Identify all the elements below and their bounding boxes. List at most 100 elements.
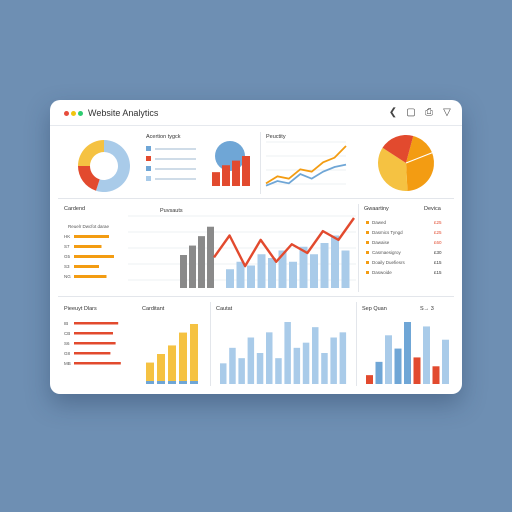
row-bar [74, 322, 119, 325]
share-icon[interactable]: ⎙ [425, 107, 433, 118]
metrics-panel-title: Gwaartiny [364, 206, 389, 212]
column-bar [179, 332, 187, 384]
metric-label: Casmaesigroy [372, 250, 401, 255]
donut-slice [95, 140, 130, 192]
row-bar [74, 362, 121, 365]
main-combo-chart[interactable] [128, 215, 356, 290]
mixed-bar [385, 335, 392, 384]
ranking-panel: Cardend Reuelr Dwcfot darae HK S7 G5 S3 NG [64, 206, 124, 286]
metric-label: Daswoide [372, 270, 392, 275]
pie-slice [406, 135, 434, 191]
column-bar [157, 354, 165, 384]
copy-icon[interactable]: ▢ [406, 107, 416, 118]
pie-chart[interactable] [368, 134, 444, 192]
main-chart-label: Puvsauts [160, 208, 183, 214]
row-bar [74, 342, 116, 345]
column-bar [146, 362, 154, 384]
column-bar [168, 345, 176, 384]
metric-swatch [366, 231, 369, 234]
blue-bar [339, 332, 347, 384]
metric-value: £30 [434, 250, 442, 255]
mixed-bar [375, 361, 383, 384]
metric-label: Dawed [372, 220, 387, 225]
metric-swatch [366, 261, 369, 264]
column-base [179, 381, 187, 384]
blue-bar [289, 261, 297, 288]
legend-swatch [146, 146, 151, 151]
column-chart[interactable] [142, 314, 206, 386]
blue-bar [293, 347, 301, 384]
trend-line [213, 217, 355, 268]
row-bar [74, 265, 99, 268]
row-label: IB [64, 321, 68, 326]
row-label: NG [64, 274, 71, 279]
row-divider [58, 296, 454, 297]
gray-bar [198, 236, 205, 288]
metric-value: £60 [434, 240, 442, 245]
series-line [265, 145, 347, 185]
legend-panel: Acertion tygck [146, 134, 202, 190]
line-panel-title: Peuctity [266, 134, 286, 140]
blue-bar [320, 243, 329, 288]
blue-bar [257, 254, 266, 288]
back-icon[interactable]: ❮ [388, 107, 398, 118]
blue-bar [284, 322, 291, 384]
bar-list[interactable]: IB CB S6 G8 MB [64, 318, 134, 384]
legend-swatch [146, 156, 151, 161]
close-dot[interactable] [64, 111, 69, 116]
bar-list-title: Pieeuyt Dlars [64, 306, 97, 312]
ranking-panel-subtitle: Reuelr Dwcfot darae [68, 224, 110, 229]
column-base [146, 381, 154, 384]
metric-swatch [366, 271, 369, 274]
bar-list-panel: Pieeuyt Dlars IB CB S6 G8 MB [64, 306, 134, 386]
row-label: G8 [64, 351, 71, 356]
combo-chart[interactable] [206, 138, 256, 188]
column-divider [260, 132, 261, 194]
mixed-bars-value: S→ 3 [420, 306, 434, 312]
legend-list [146, 146, 196, 181]
blue-bar [330, 337, 337, 384]
combo-bar [242, 156, 250, 186]
line-chart[interactable] [265, 141, 348, 194]
series-line [265, 163, 347, 187]
blue-bar [275, 358, 282, 384]
row-bar [74, 332, 113, 335]
window-title: Website Analytics [88, 108, 159, 118]
legend-swatch [146, 176, 151, 181]
blue-bar [302, 342, 310, 384]
mixed-bar [366, 375, 373, 384]
minimize-dot[interactable] [71, 111, 76, 116]
gray-bar [180, 255, 187, 288]
row-label: G5 [64, 254, 71, 259]
mixed-bars-title: Sep Quan [362, 306, 387, 312]
combo-bar [222, 165, 230, 186]
row-label: S7 [64, 244, 70, 249]
mixed-bar [413, 357, 421, 384]
blue-bar [220, 363, 227, 384]
column-divider [356, 302, 357, 386]
mixed-bar-chart[interactable] [362, 314, 454, 386]
blue-bar [268, 258, 276, 288]
blue-bar [278, 250, 287, 288]
filter-icon[interactable]: ▽ [443, 107, 451, 118]
combo-bar [212, 172, 220, 186]
blue-bar [229, 347, 236, 384]
metric-value: £15 [434, 260, 442, 265]
row-bar [74, 255, 114, 258]
blue-bar [236, 261, 245, 288]
column-panel: Carditant [142, 306, 206, 386]
maximize-dot[interactable] [78, 111, 83, 116]
row-divider [58, 198, 454, 199]
column-bar [190, 324, 198, 384]
blue-bar-chart[interactable] [216, 314, 352, 386]
blue-bar [266, 332, 273, 384]
row-label: S3 [64, 264, 70, 269]
row-bar [74, 275, 107, 278]
row-bar [74, 352, 111, 355]
mixed-bar [432, 366, 440, 384]
metric-swatch [366, 221, 369, 224]
donut-chart[interactable] [76, 138, 132, 194]
row-label: S6 [64, 341, 70, 346]
horizontal-bar-list[interactable]: HK S7 G5 S3 NG [64, 234, 128, 286]
column-panel-title: Carditant [142, 306, 165, 312]
